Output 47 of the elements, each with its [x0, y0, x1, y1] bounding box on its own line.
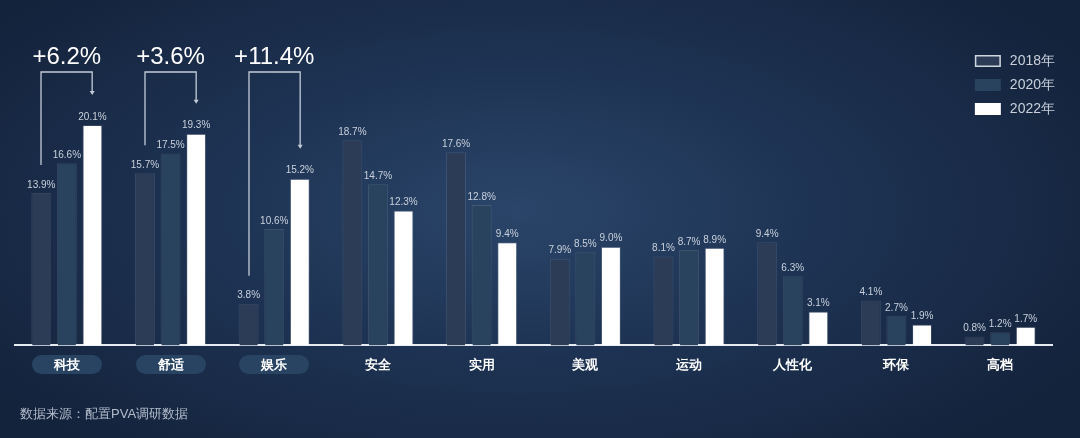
- x-tick-label: 娱乐: [260, 356, 288, 372]
- data-label: 7.9%: [548, 244, 572, 256]
- x-tick-label: 实用: [468, 356, 495, 372]
- data-label: 8.9%: [703, 233, 727, 245]
- data-label: 18.7%: [338, 126, 367, 137]
- text: +3.6%: [136, 41, 205, 69]
- source-note: 数据来源：配置PVA调研数据: [20, 405, 189, 421]
- data-label: 17.6%: [441, 138, 471, 150]
- x-tick-label: 运动: [675, 356, 703, 372]
- data-label: 8.7%: [677, 235, 701, 247]
- data-label: 12.8%: [467, 190, 496, 202]
- x-tick-label: 科技: [52, 356, 81, 372]
- data-label: 14.7%: [363, 169, 393, 181]
- text: +11.4%: [234, 41, 315, 69]
- data-label: 3.8%: [237, 289, 261, 301]
- legend-label: 2018年: [1009, 51, 1056, 68]
- x-tick-label: 环保: [882, 356, 911, 372]
- data-label: 16.6%: [52, 149, 82, 161]
- data-label: 17.5%: [156, 139, 185, 151]
- legend-label: 2020年: [1009, 75, 1056, 92]
- data-label: 13.9%: [27, 178, 56, 190]
- data-label: 10.6%: [260, 214, 289, 226]
- data-label: 9.0%: [599, 232, 623, 244]
- data-label: 8.1%: [652, 242, 675, 254]
- data-label: 4.1%: [859, 286, 883, 298]
- x-tick-label: 安全: [364, 356, 392, 372]
- data-label: 1.7%: [1014, 312, 1038, 324]
- data-label: 20.1%: [78, 110, 107, 122]
- x-tick-label: 舒适: [156, 356, 185, 372]
- x-tick-label: 美观: [571, 356, 600, 372]
- data-label: 1.2%: [988, 317, 1012, 329]
- x-tick-label: 人性化: [772, 356, 814, 372]
- data-label: 15.7%: [130, 158, 160, 170]
- data-label: 2.7%: [885, 301, 908, 313]
- data-label: 9.4%: [755, 228, 779, 240]
- text: +6.2%: [32, 41, 102, 69]
- data-label: 3.1%: [806, 297, 830, 309]
- data-label: 15.2%: [285, 164, 315, 176]
- data-label: 8.5%: [573, 237, 597, 249]
- data-label: 0.8%: [963, 322, 987, 334]
- data-label: 19.3%: [181, 119, 211, 131]
- data-label: 12.3%: [389, 196, 418, 208]
- legend-label: 2022年: [1009, 99, 1056, 116]
- x-tick-label: 高档: [987, 356, 1014, 372]
- data-label: 9.4%: [495, 228, 519, 240]
- data-label: 1.9%: [910, 310, 934, 322]
- data-label: 6.3%: [781, 262, 805, 274]
